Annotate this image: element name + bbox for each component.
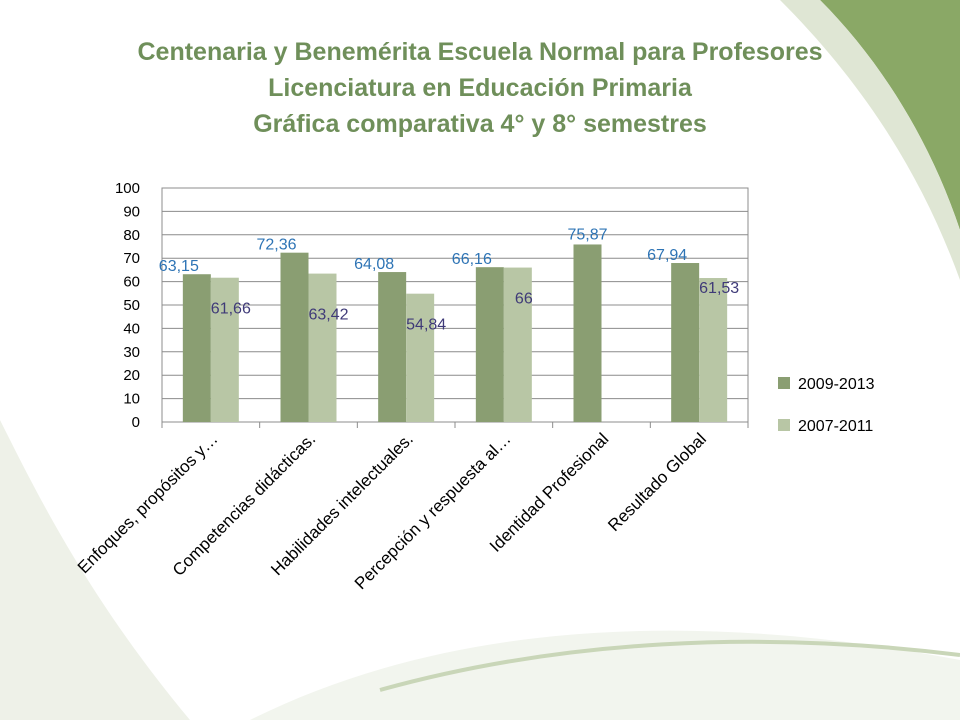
bar-series-1 [573,244,602,422]
y-tick-label: 10 [123,391,140,408]
legend-label: 2007-2011 [798,418,873,435]
y-tick-label: 90 [123,203,140,220]
bar-series-2 [406,293,435,422]
legend-swatch [778,419,790,431]
title-line-3: Gráfica comparativa 4° y 8° semestres [253,110,707,138]
data-label-series-1: 64,08 [354,256,394,273]
data-label-series-2: 66 [515,291,533,308]
data-label-series-2: 63,42 [308,307,348,324]
data-label-series-2: 54,84 [406,317,446,334]
bar-series-2 [308,273,337,422]
bottom-swoosh [250,630,960,720]
y-tick-label: 30 [123,344,140,361]
y-tick-label: 60 [123,274,140,291]
data-label-series-1: 75,87 [567,226,607,243]
data-label-series-1: 72,36 [256,237,296,254]
data-label-series-1: 67,94 [647,247,687,264]
bar-series-2 [210,277,239,422]
legend-label: 2009-2013 [798,376,875,393]
category-label: Percepción y respuesta al… [351,429,515,593]
bar-series-1 [378,272,407,422]
bar-series-1 [280,252,309,422]
y-tick-label: 0 [132,414,140,431]
bar-series-1 [475,267,504,422]
data-label-series-2: 61,66 [211,301,251,318]
data-label-series-1: 63,15 [159,258,199,275]
bottom-swoosh-line [379,639,960,692]
y-tick-label: 50 [123,297,140,314]
bar-series-2 [503,267,532,422]
y-tick-label: 70 [123,250,140,267]
data-label-series-1: 66,16 [452,251,492,268]
y-tick-label: 100 [115,180,140,197]
title-line-1: Centenaria y Benemérita Escuela Normal p… [137,38,823,66]
title-line-2: Licenciatura en Educación Primaria [268,74,692,102]
chart-title: Centenaria y Benemérita Escuela Normal p… [0,34,960,142]
bar-series-2 [699,278,728,422]
bar-series-1 [671,263,700,422]
bar-series-1 [182,274,211,422]
y-tick-label: 20 [123,367,140,384]
legend-swatch [778,377,790,389]
data-label-series-2: 61,53 [699,280,739,297]
top-right-swoosh [820,0,960,230]
y-tick-label: 80 [123,227,140,244]
y-tick-label: 40 [123,320,140,337]
category-label: Resultado Global [604,429,710,535]
left-swoosh [0,420,190,720]
